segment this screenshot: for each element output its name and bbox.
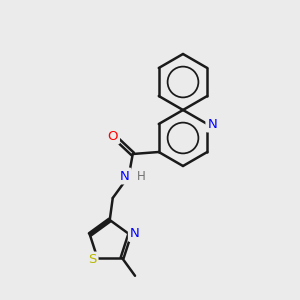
Text: H: H: [136, 170, 145, 184]
Text: N: N: [130, 227, 140, 240]
Text: O: O: [107, 130, 118, 142]
Text: N: N: [120, 169, 130, 182]
Text: N: N: [207, 118, 217, 130]
Text: S: S: [88, 254, 97, 266]
